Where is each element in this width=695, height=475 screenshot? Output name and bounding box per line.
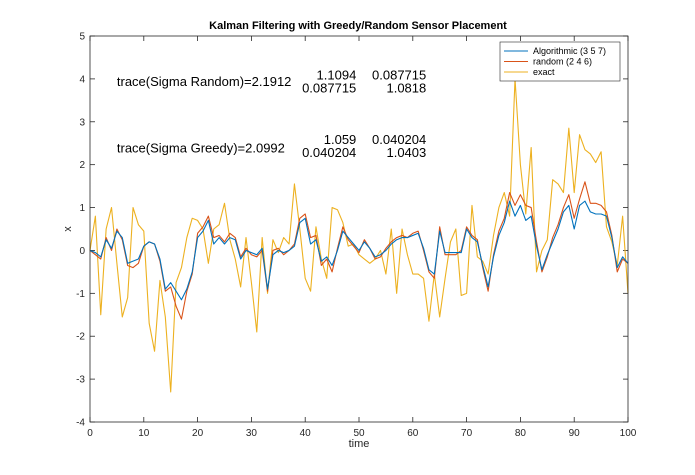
annotation-text: 1.059 [324,132,357,147]
x-tick-label: 90 [569,428,581,439]
legend-item-label: random (2 4 6) [533,57,592,67]
annotation-text: 1.0403 [386,145,426,160]
annotation-text: 1.1094 [317,68,357,83]
plot-area [90,36,628,422]
legend-item-label: Algorithmic (3 5 7) [533,46,606,56]
series-line-0 [89,200,629,301]
annotation-text: trace(Sigma Random)=2.1912 [117,74,292,89]
series-layer [89,78,629,393]
y-tick-label: 1 [79,203,85,214]
legend-item-label: exact [533,67,555,77]
x-tick-label: 70 [461,428,473,439]
y-tick-label: 0 [79,246,85,257]
x-tick-label: 40 [300,428,312,439]
ticks-layer: 0 10 20 30 40 50 60 70 80 90 100 -4 -3 -2 -1 0 1 2 3 4 5 [76,32,637,440]
y-tick-label: -2 [76,332,85,343]
plot-frame [89,35,629,423]
annotation-text: 0.087715 [302,80,356,95]
x-tick-label: 0 [87,428,93,439]
annotation-text: 1.0818 [386,80,426,95]
x-tick-label: 50 [353,428,365,439]
legend: Algorithmic (3 5 7)random (2 4 6)exact [499,41,621,82]
y-tick-label: 4 [79,74,85,85]
y-tick-label: -3 [76,375,85,386]
x-axis-label: time [349,438,370,450]
y-axis-label: x [62,226,74,232]
y-tick-label: -1 [76,289,85,300]
y-tick-label: 5 [79,32,85,43]
y-tick-label: 2 [79,160,85,171]
annotation-text: 0.040204 [302,145,356,160]
annotation-text: 0.040204 [372,132,426,147]
annotation-text: trace(Sigma Greedy)=2.0992 [117,141,285,156]
x-tick-label: 20 [192,428,204,439]
annotations-layer: trace(Sigma Random)=2.1912 1.1094 0.087715… [117,68,426,160]
y-tick-label: 3 [79,117,85,128]
x-tick-label: 30 [246,428,258,439]
annotation-text: 0.087715 [372,68,426,83]
y-tick-label: -4 [76,418,85,429]
x-tick-label: 60 [407,428,419,439]
x-tick-label: 10 [138,428,150,439]
chart-title: Kalman Filtering with Greedy/Random Sens… [209,20,507,32]
x-tick-label: 80 [515,428,527,439]
x-tick-label: 100 [620,428,637,439]
series-line-2 [89,78,629,393]
